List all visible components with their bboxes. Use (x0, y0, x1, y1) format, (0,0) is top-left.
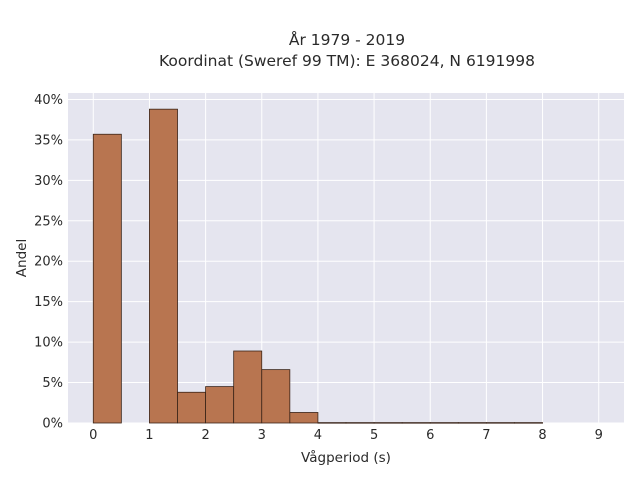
histogram-bar (261, 369, 291, 424)
histogram-bar (92, 133, 122, 424)
x-tick-label: 2 (201, 428, 209, 443)
histogram-bar (401, 422, 431, 424)
histogram-bar (429, 422, 459, 424)
y-tick-label: 40% (34, 93, 63, 108)
x-tick-label: 9 (595, 428, 603, 443)
x-tick-labels: 0 1 2 3 4 5 6 7 8 9 (89, 428, 603, 443)
y-tick-labels: 0% 5% 10% 15% 20% 25% 30% 35% 40% (34, 93, 63, 432)
histogram-bar (373, 422, 403, 424)
x-tick-label: 0 (89, 428, 97, 443)
y-tick-label: 20% (34, 255, 63, 270)
x-tick-label: 3 (258, 428, 266, 443)
histogram-bar (317, 422, 347, 424)
x-tick-label: 1 (145, 428, 153, 443)
bars (92, 108, 543, 424)
chart-title-line2: Koordinat (Sweref 99 TM): E 368024, N 61… (159, 52, 535, 70)
y-tick-label: 0% (42, 417, 63, 432)
x-tick-label: 6 (426, 428, 434, 443)
histogram-bar (289, 412, 319, 424)
histogram-bar (177, 391, 206, 424)
y-tick-label: 30% (34, 174, 63, 189)
histogram-bar (486, 422, 515, 424)
y-tick-label: 35% (34, 133, 63, 148)
y-tick-label: 15% (34, 295, 63, 310)
histogram-bar (514, 422, 543, 424)
histogram-bar (457, 422, 487, 424)
chart-title-line1: År 1979 - 2019 (289, 30, 405, 49)
y-tick-label: 10% (34, 336, 63, 351)
histogram-bar (205, 386, 235, 424)
histogram-bar (149, 108, 178, 424)
histogram-bar (233, 350, 263, 424)
x-tick-label: 5 (370, 428, 378, 443)
y-tick-label: 25% (34, 214, 63, 229)
y-tick-label: 5% (42, 376, 63, 391)
x-tick-label: 4 (314, 428, 322, 443)
x-tick-label: 7 (482, 428, 490, 443)
y-axis-label: Andel (14, 239, 30, 277)
histogram-bar (345, 422, 375, 424)
x-axis-label: Vågperiod (s) (301, 449, 391, 466)
x-tick-label: 8 (538, 428, 546, 443)
